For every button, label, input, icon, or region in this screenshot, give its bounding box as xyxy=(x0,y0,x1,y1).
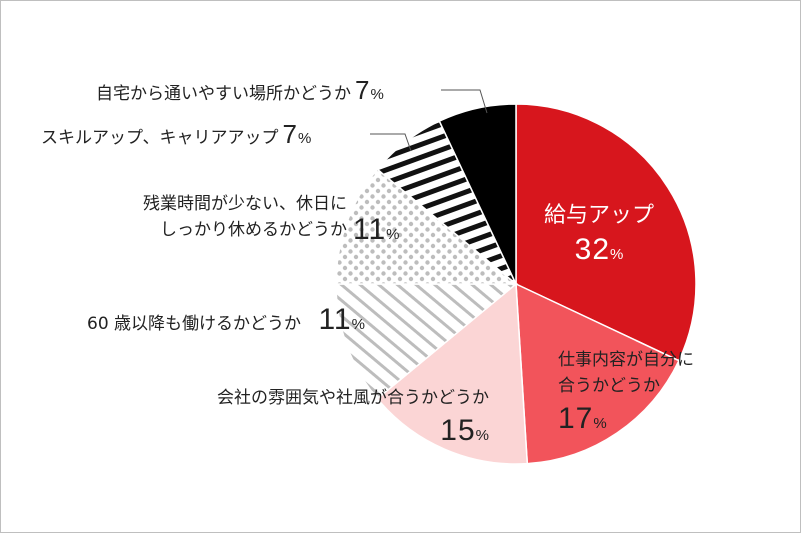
label-after60: 60 歳以降も働けるかどうか 11% xyxy=(87,305,365,338)
pie-slice-salary xyxy=(515,103,697,362)
label-overtime-value: 11% xyxy=(353,215,400,248)
pie-slice-atmosphere xyxy=(376,282,529,465)
label-skillup-text: スキルアップ、キャリアアップ xyxy=(41,128,279,148)
label-after60-unit: % xyxy=(351,316,365,333)
pie-slice-work-content xyxy=(515,282,680,465)
pie-slice-after60 xyxy=(335,283,519,400)
label-atmosphere-unit: % xyxy=(475,427,489,444)
pie-slice-commute xyxy=(438,103,517,285)
label-skillup-pct: 7 xyxy=(282,119,298,149)
label-commute-text: 自宅から通いやすい場所かどうか xyxy=(96,84,351,104)
label-overtime: 残業時間が少ない、休日に しっかり休めるかどうか xyxy=(61,191,347,243)
leader-line-skillup xyxy=(370,133,412,152)
label-commute-pct: 7 xyxy=(355,75,371,105)
label-salary-unit: % xyxy=(610,246,624,263)
label-work-content-line1: 仕事内容が自分に xyxy=(558,350,694,370)
label-skillup: スキルアップ、キャリアアップ 7% xyxy=(41,121,311,152)
label-overtime-pct: 11 xyxy=(353,213,387,246)
label-work-content: 仕事内容が自分に 合うかどうか 17% xyxy=(558,347,694,444)
label-atmosphere: 会社の雰囲気や社風が合うかどうか 15% xyxy=(151,385,489,456)
label-after60-text: 60 歳以降も働けるかどうか xyxy=(87,314,302,334)
label-after60-pct: 11 xyxy=(318,303,352,336)
label-overtime-unit: % xyxy=(386,226,400,243)
leader-line-commute xyxy=(441,89,488,114)
label-overtime-line2: しっかり休めるかどうか xyxy=(160,220,347,240)
label-overtime-line1: 残業時間が少ない、休日に xyxy=(143,194,347,214)
label-skillup-unit: % xyxy=(297,130,312,147)
label-work-content-unit: % xyxy=(593,415,607,432)
label-atmosphere-text: 会社の雰囲気や社風が合うかどうか xyxy=(217,388,489,408)
pie-slice-overtime xyxy=(335,168,519,285)
label-commute: 自宅から通いやすい場所かどうか 7% xyxy=(96,77,384,108)
label-salary: 給与アップ 32% xyxy=(529,201,669,274)
label-commute-unit: % xyxy=(370,86,384,103)
label-work-content-line2: 合うかどうか xyxy=(558,376,660,396)
label-atmosphere-pct: 15 xyxy=(440,414,476,447)
label-work-content-pct: 17 xyxy=(558,402,594,435)
label-salary-pct: 32 xyxy=(574,233,611,266)
label-salary-text: 給与アップ xyxy=(543,203,654,228)
